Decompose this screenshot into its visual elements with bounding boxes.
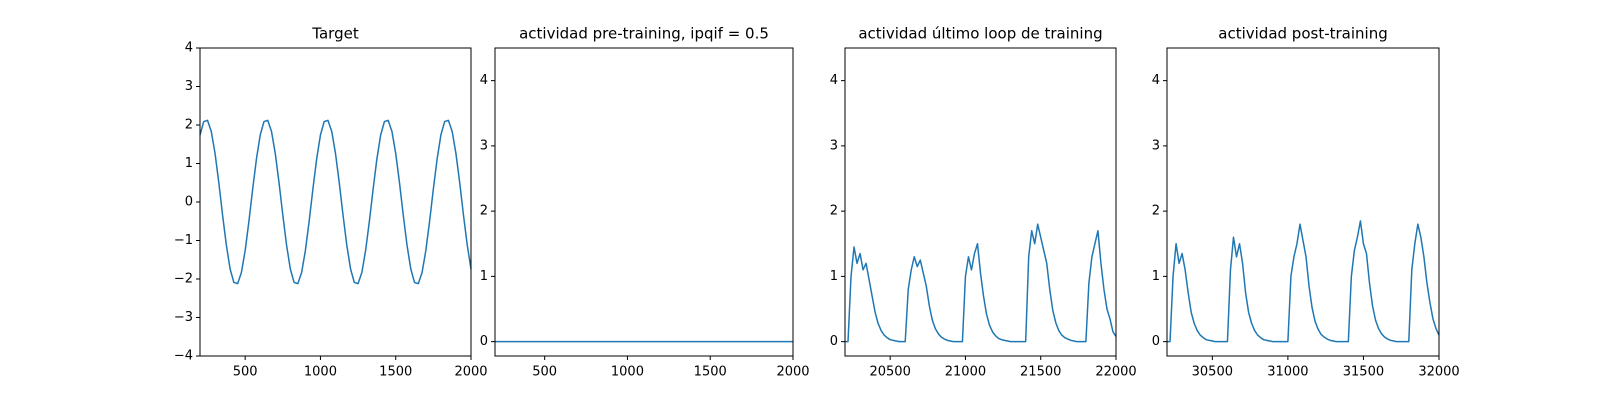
y-tick-label: 1 — [480, 269, 488, 284]
y-tick-label: 0 — [830, 334, 838, 349]
x-tick-label: 1000 — [304, 365, 337, 380]
y-tick-label: 0 — [480, 334, 488, 349]
y-tick-label: −1 — [174, 233, 193, 248]
y-tick-label: 0 — [185, 195, 193, 210]
chart-title: actividad último loop de training — [858, 25, 1102, 43]
y-tick-label: 3 — [185, 79, 193, 94]
y-tick-label: 2 — [830, 204, 838, 219]
x-tick-label: 20500 — [869, 365, 910, 380]
axes-frame — [1166, 47, 1440, 357]
x-tick-label: 31500 — [1343, 365, 1384, 380]
chart-title: Target — [311, 25, 359, 43]
x-tick-label: 500 — [532, 365, 557, 380]
chart-title: actividad pre-training, ipqif = 0.5 — [519, 25, 769, 43]
y-tick-label: −2 — [174, 272, 193, 287]
axes-frame — [494, 47, 794, 357]
y-tick-label: 4 — [185, 41, 193, 56]
x-tick-label: 1500 — [694, 365, 727, 380]
x-tick-label: 22000 — [1095, 365, 1136, 380]
y-tick-label: 0 — [1152, 334, 1160, 349]
chart-title: actividad post-training — [1218, 25, 1387, 43]
x-tick-label: 32000 — [1418, 365, 1459, 380]
y-tick-label: 3 — [1152, 138, 1160, 153]
x-tick-label: 1000 — [611, 365, 644, 380]
y-tick-label: 2 — [185, 118, 193, 133]
y-tick-label: 2 — [1152, 204, 1160, 219]
y-tick-label: −4 — [174, 349, 193, 364]
y-tick-label: 2 — [480, 204, 488, 219]
x-tick-label: 21500 — [1020, 365, 1061, 380]
y-tick-label: 3 — [830, 138, 838, 153]
y-tick-label: 1 — [830, 269, 838, 284]
y-tick-label: 1 — [1152, 269, 1160, 284]
y-tick-label: 4 — [480, 73, 488, 88]
data-line — [1167, 220, 1440, 343]
x-tick-label: 31000 — [1267, 365, 1308, 380]
y-tick-label: 4 — [1152, 73, 1160, 88]
x-tick-label: 1500 — [379, 365, 412, 380]
y-tick-label: 4 — [830, 73, 838, 88]
x-tick-label: 30500 — [1192, 365, 1233, 380]
x-tick-label: 21000 — [945, 365, 986, 380]
y-tick-label: −3 — [174, 310, 193, 325]
data-line — [845, 223, 1117, 343]
axes-frame — [199, 47, 472, 357]
data-line — [199, 119, 472, 285]
x-tick-label: 500 — [233, 365, 258, 380]
x-tick-label: 2000 — [776, 365, 809, 380]
x-tick-label: 2000 — [454, 365, 487, 380]
y-tick-label: 3 — [480, 138, 488, 153]
axes-frame — [844, 47, 1117, 357]
y-tick-label: 1 — [185, 156, 193, 171]
